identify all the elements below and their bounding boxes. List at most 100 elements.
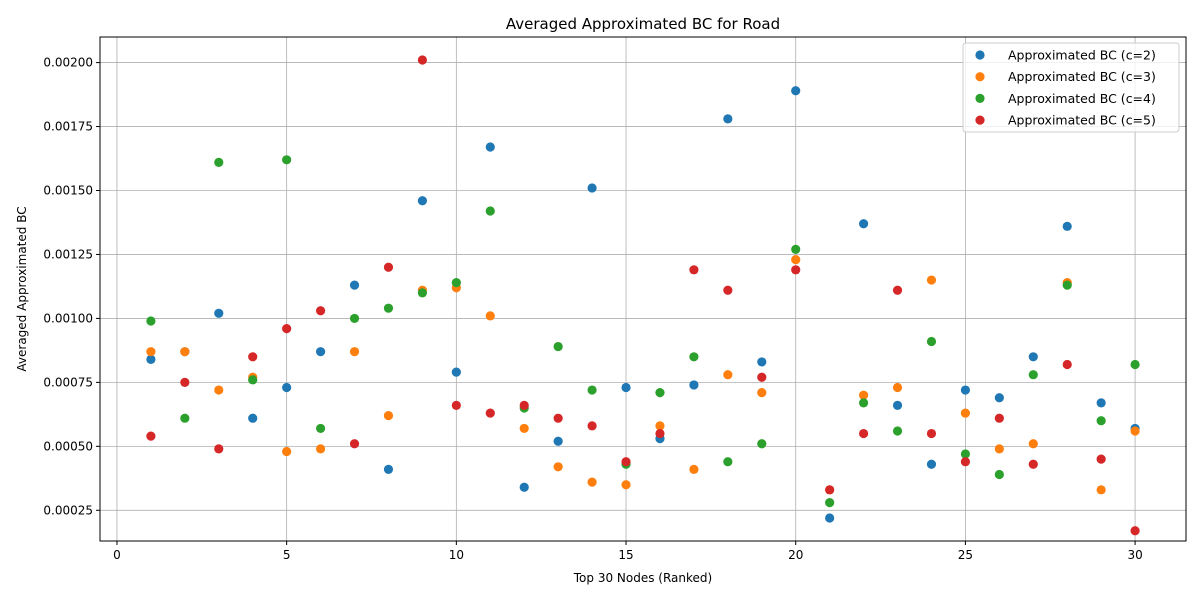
x-tick-label: 5 (283, 548, 291, 562)
data-point (485, 206, 495, 216)
data-point (553, 436, 563, 446)
data-point (485, 311, 495, 321)
plot-frame (99, 36, 1187, 542)
data-point (723, 114, 733, 124)
x-tick-label: 20 (788, 548, 803, 562)
data-point (146, 431, 156, 441)
legend-label: Approximated BC (c=4) (1008, 91, 1156, 106)
series-5 (146, 55, 1140, 536)
data-point (315, 347, 326, 357)
legend-marker (975, 50, 985, 60)
data-point (1096, 398, 1106, 408)
data-point (926, 336, 937, 347)
data-point (791, 244, 801, 254)
data-point (1028, 370, 1038, 380)
y-tick-label: 0.00100 (43, 311, 93, 325)
data-point (689, 265, 699, 275)
data-point (1028, 352, 1038, 362)
data-point (791, 254, 801, 265)
data-point (1096, 485, 1106, 495)
data-point (892, 382, 903, 393)
data-point (621, 480, 631, 490)
axis-ticks: 0 5 10 15 20 25 30 0.00025 0.00050 0.00075 0.00100… (43, 56, 1142, 562)
data-point (1028, 439, 1038, 449)
data-point (383, 411, 394, 421)
data-point (825, 513, 835, 523)
y-tick-label: 0.00125 (43, 247, 93, 261)
legend-marker (975, 115, 985, 125)
data-point (689, 464, 699, 474)
data-point (791, 86, 801, 96)
data-point (791, 265, 801, 275)
data-point (994, 413, 1004, 423)
data-point (553, 462, 563, 472)
legend-marker (975, 93, 985, 103)
data-point (1130, 359, 1140, 370)
data-point (757, 357, 767, 367)
data-point (417, 288, 428, 298)
data-point (621, 382, 631, 393)
data-point (383, 303, 394, 313)
data-point (858, 219, 869, 229)
data-point (1130, 426, 1140, 436)
data-point (723, 370, 733, 380)
data-point (214, 444, 224, 454)
data-point (417, 196, 428, 206)
data-point (451, 367, 461, 377)
data-point (757, 372, 767, 382)
data-point (858, 398, 869, 408)
data-point (553, 413, 563, 423)
data-point (926, 428, 937, 439)
data-point (689, 380, 699, 390)
data-point (248, 352, 258, 362)
legend-box (962, 42, 1180, 133)
data-point (180, 413, 190, 423)
data-point (1062, 359, 1072, 370)
y-tick-label: 0.00175 (43, 120, 93, 134)
data-point (519, 400, 529, 411)
legend-label: Approximated BC (c=5) (1008, 113, 1156, 128)
data-point (214, 385, 224, 395)
data-point (825, 485, 835, 495)
data-point (1028, 459, 1038, 469)
y-axis-label: Averaged Approximated BC (15, 206, 29, 371)
data-point (1096, 416, 1106, 426)
data-point (587, 385, 597, 395)
data-point (757, 388, 767, 398)
data-point (383, 262, 394, 272)
data-point (655, 421, 665, 431)
data-point (180, 377, 190, 387)
data-point (214, 157, 224, 167)
data-point (315, 423, 326, 434)
data-point (723, 457, 733, 467)
data-point (146, 316, 156, 326)
data-point (994, 444, 1004, 454)
data-point (587, 421, 597, 431)
data-point (892, 426, 903, 436)
data-point (349, 439, 360, 449)
y-tick-label: 0.00075 (43, 375, 93, 389)
x-tick-label: 10 (449, 548, 464, 562)
data-point (655, 428, 665, 439)
data-point (553, 341, 563, 352)
data-point (282, 155, 292, 165)
data-point (1096, 454, 1106, 464)
y-tick-label: 0.00200 (43, 56, 93, 70)
x-tick-label: 15 (618, 548, 633, 562)
data-point (519, 423, 529, 434)
data-point (858, 390, 869, 400)
data-point (1130, 526, 1140, 536)
legend-label: Approximated BC (c=3) (1008, 69, 1156, 84)
x-tick-label: 0 (113, 548, 121, 562)
data-point (485, 142, 495, 152)
data-point (960, 457, 971, 467)
data-point (349, 280, 360, 290)
data-point (1062, 221, 1072, 231)
data-point (451, 278, 461, 288)
data-point (214, 308, 224, 318)
data-point (383, 464, 394, 474)
data-point (519, 482, 529, 492)
data-point (926, 275, 937, 285)
data-point (994, 393, 1004, 403)
